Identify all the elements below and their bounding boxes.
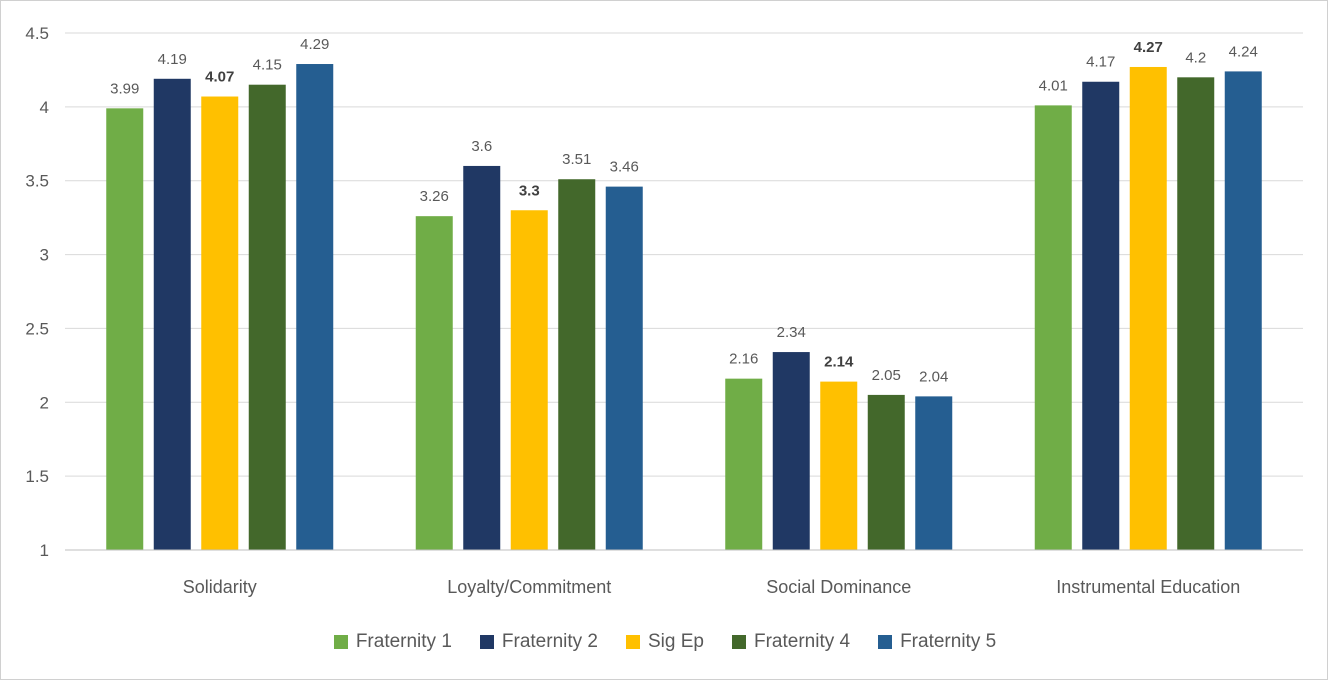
bar-fraternity-4: [1177, 77, 1215, 551]
data-label: 3.26: [420, 188, 449, 205]
legend-label: Fraternity 1: [355, 631, 452, 652]
bar-sig-ep: [1129, 66, 1167, 550]
legend-label: Fraternity 5: [900, 631, 997, 652]
bar-fraternity-1: [725, 378, 763, 550]
legend-swatch: [333, 635, 348, 649]
bar-fraternity-5: [1224, 71, 1262, 551]
y-tick-label: 2: [40, 393, 49, 412]
bar-fraternity-4: [558, 179, 596, 551]
legend: Fraternity 1 Fraternity 2 Sig Ep Fraternity…: [1, 625, 1328, 659]
data-label: 4.19: [158, 51, 187, 68]
bars: [106, 64, 1262, 551]
legend-item: Sig Ep: [626, 631, 704, 653]
y-tick-label: 4: [40, 98, 49, 117]
data-label: 2.16: [729, 351, 758, 368]
legend-swatch: [731, 635, 746, 649]
data-label: 4.2: [1185, 49, 1206, 66]
y-tick-label: 1.5: [25, 467, 49, 486]
data-label: 4.17: [1086, 54, 1115, 71]
bar-fraternity-5: [296, 64, 334, 550]
y-tick-label: 3: [40, 246, 49, 265]
data-label: 3.3: [519, 182, 540, 199]
data-label: 4.24: [1229, 43, 1258, 60]
bar-fraternity-5: [605, 186, 643, 550]
data-labels: 3.99 4.19 4.07 4.15 4.29 3.26 3.6 3.3 3.51 3.46 2.…: [110, 36, 1258, 385]
data-label: 3.99: [110, 80, 139, 97]
category-label: Solidarity: [183, 577, 257, 597]
bar-fraternity-5: [915, 396, 953, 550]
legend-item: Fraternity 1: [333, 631, 452, 653]
axes: 1 1.5 2 2.5 3 3.5 4 4.5 Solidarity Loyalty/Commit…: [25, 24, 1303, 597]
data-label: 4.27: [1134, 39, 1163, 56]
legend-item: Fraternity 4: [731, 631, 851, 653]
legend-swatch: [479, 635, 494, 649]
category-label: Social Dominance: [766, 577, 911, 597]
bar-fraternity-1: [415, 216, 453, 550]
legend-swatch: [878, 635, 893, 649]
data-label: 4.29: [300, 36, 329, 53]
bar-fraternity-4: [248, 84, 286, 550]
bar-fraternity-2: [153, 78, 191, 550]
data-label: 4.01: [1039, 77, 1068, 94]
y-tick-label: 3.5: [25, 172, 49, 191]
data-label: 2.05: [872, 367, 901, 384]
y-tick-label: 1: [40, 541, 49, 560]
data-label: 3.6: [471, 138, 492, 155]
data-label: 3.46: [610, 159, 639, 176]
legend-label: Fraternity 2: [501, 631, 598, 652]
category-label: Instrumental Education: [1056, 577, 1240, 597]
legend-label: Fraternity 4: [753, 631, 851, 652]
bar-sig-ep: [820, 381, 858, 550]
data-label: 4.07: [205, 69, 234, 86]
legend-swatch: [626, 635, 640, 649]
legend-item: Fraternity 2: [479, 631, 598, 653]
bar-sig-ep: [201, 96, 239, 550]
bar-sig-ep: [510, 210, 548, 550]
legend-item: Fraternity 5: [878, 631, 996, 653]
y-tick-label: 2.5: [25, 319, 49, 338]
bar-fraternity-2: [463, 165, 501, 550]
data-label: 2.14: [824, 354, 854, 371]
data-label: 2.34: [777, 324, 806, 341]
bar-fraternity-1: [106, 108, 144, 550]
bar-fraternity-2: [1082, 81, 1120, 550]
legend-label: Sig Ep: [648, 631, 704, 652]
bar-fraternity-4: [867, 394, 905, 550]
data-label: 4.15: [253, 57, 282, 74]
data-label: 2.04: [919, 368, 948, 385]
category-label: Loyalty/Commitment: [447, 577, 611, 597]
y-tick-label: 4.5: [25, 24, 49, 43]
data-label: 3.51: [562, 151, 591, 168]
bar-fraternity-1: [1034, 105, 1072, 550]
bar-fraternity-2: [772, 352, 810, 550]
